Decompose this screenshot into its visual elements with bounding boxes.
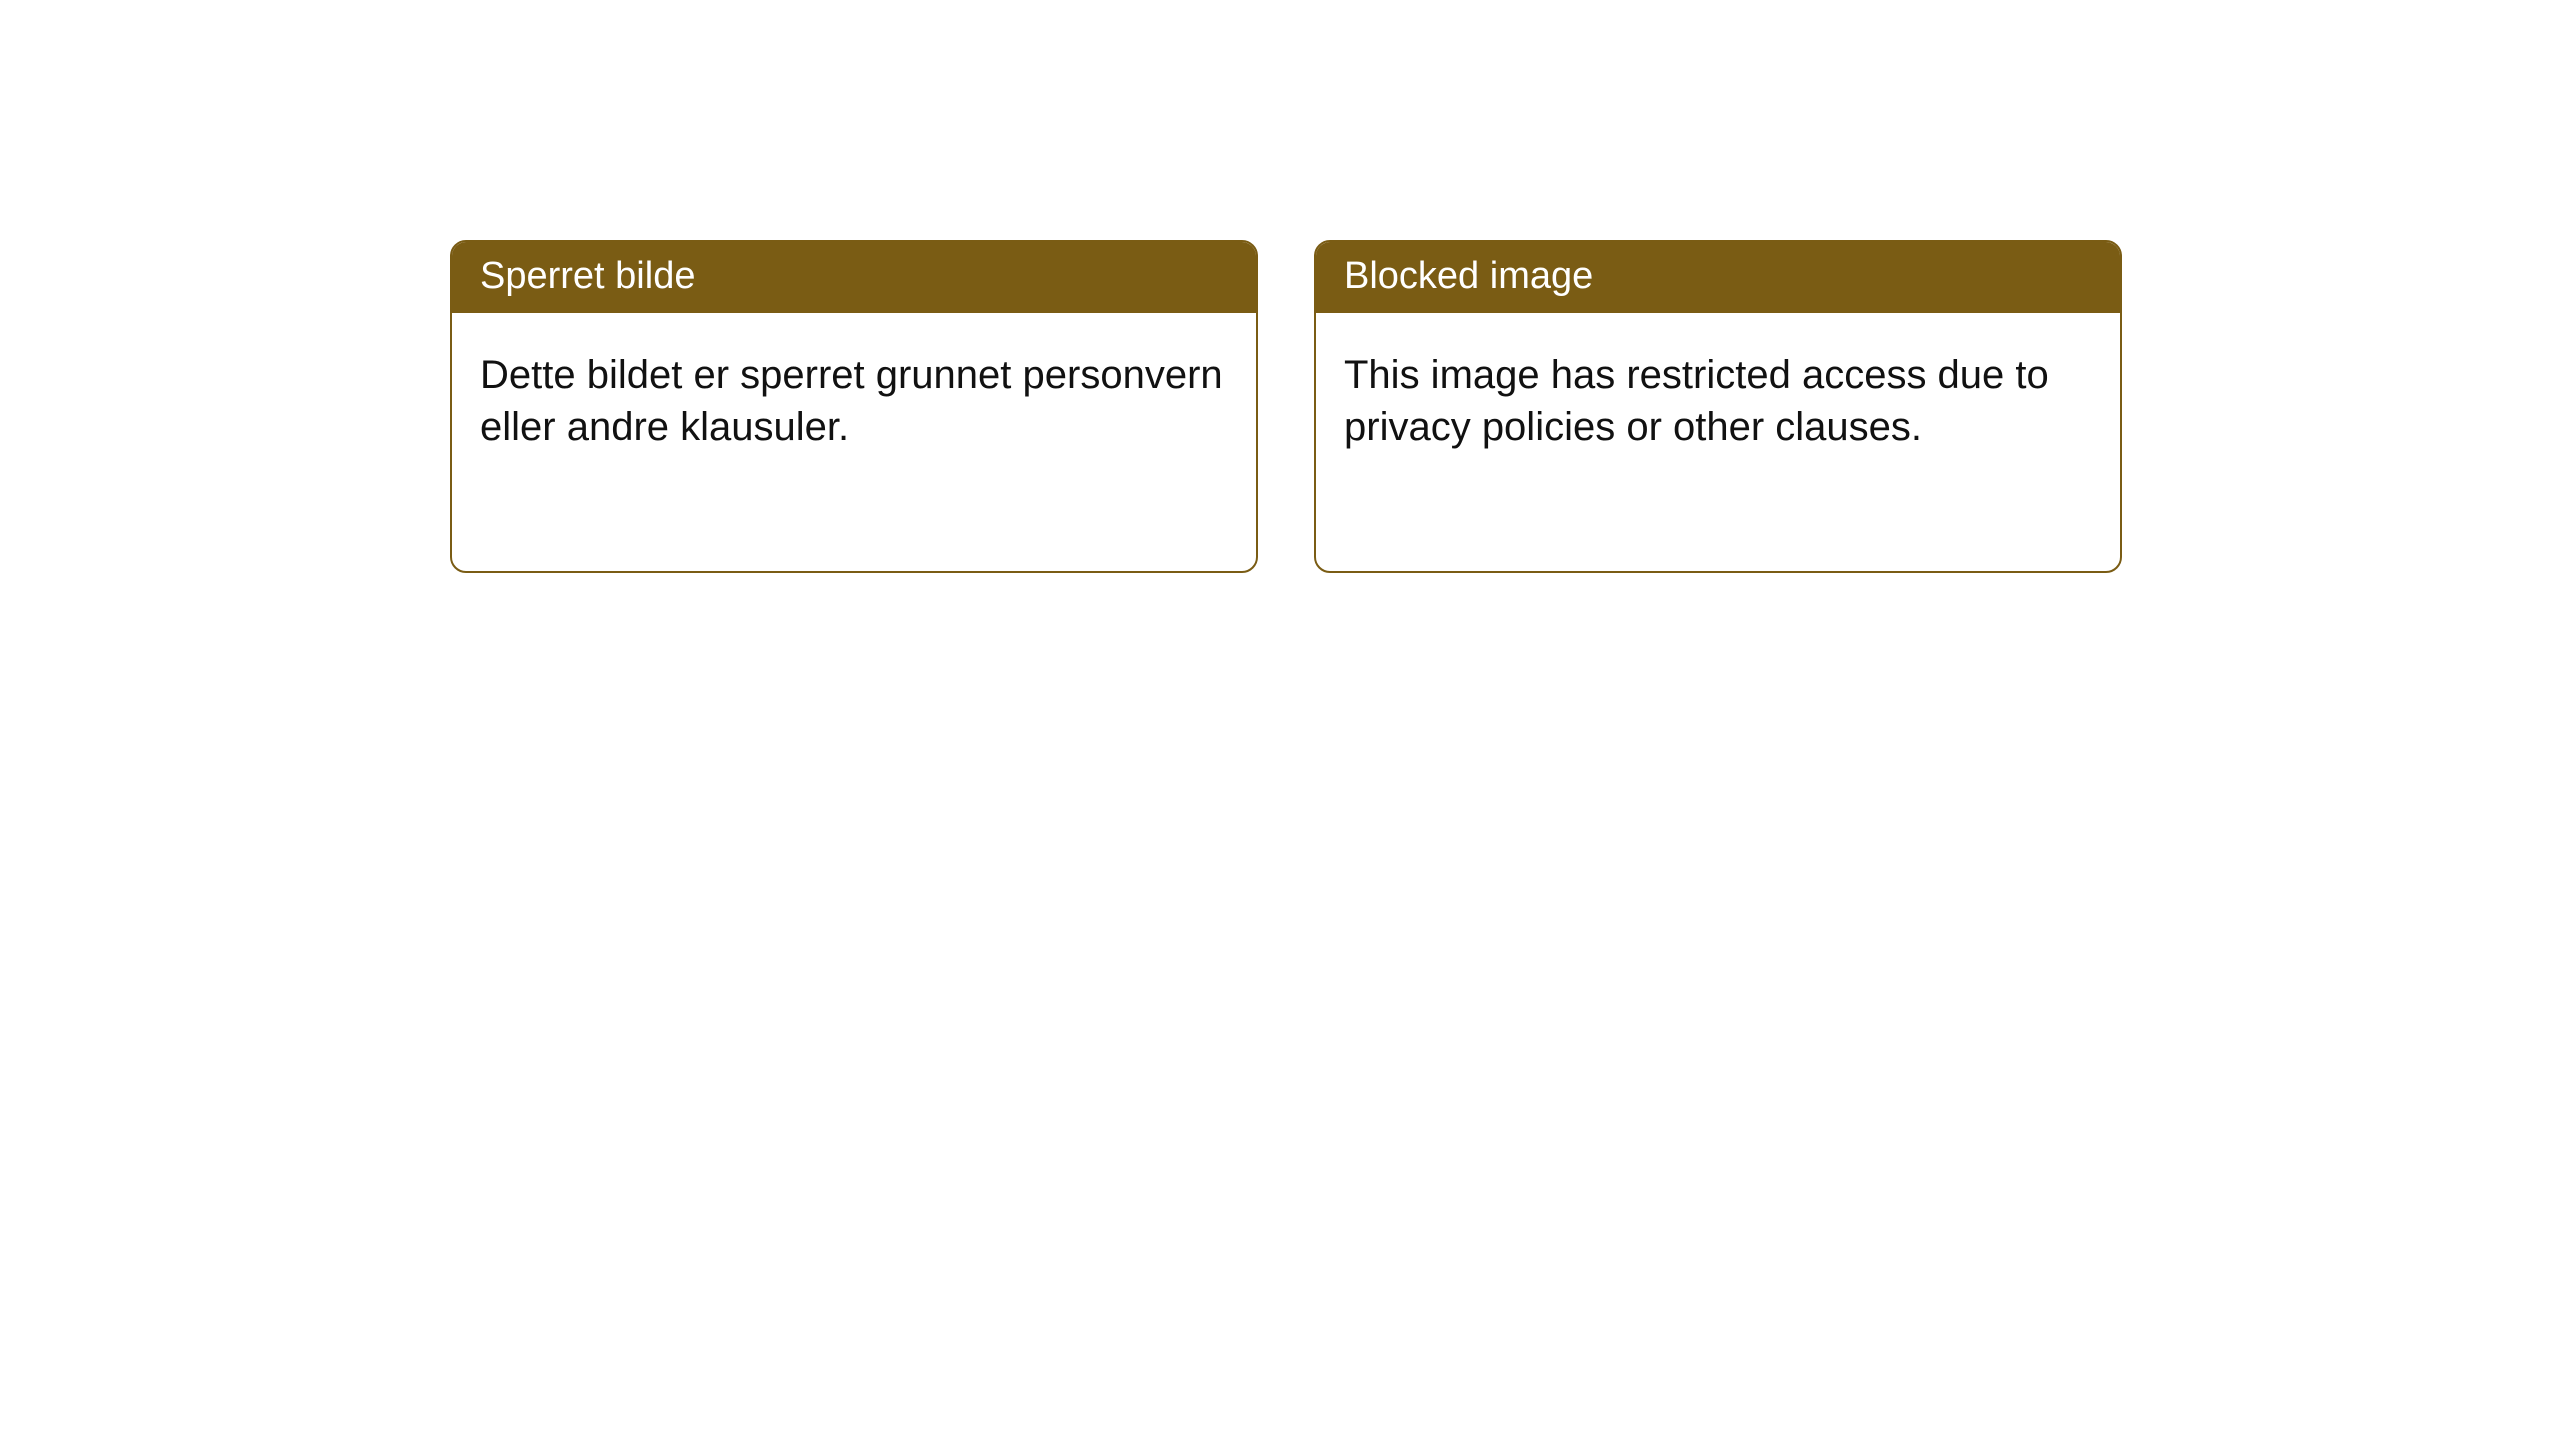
card-body-en: This image has restricted access due to …: [1316, 313, 2120, 481]
blocked-image-card-no: Sperret bilde Dette bildet er sperret gr…: [450, 240, 1258, 573]
card-body-no: Dette bildet er sperret grunnet personve…: [452, 313, 1256, 481]
card-header-no: Sperret bilde: [452, 242, 1256, 313]
card-container: Sperret bilde Dette bildet er sperret gr…: [0, 0, 2560, 573]
card-header-en: Blocked image: [1316, 242, 2120, 313]
blocked-image-card-en: Blocked image This image has restricted …: [1314, 240, 2122, 573]
